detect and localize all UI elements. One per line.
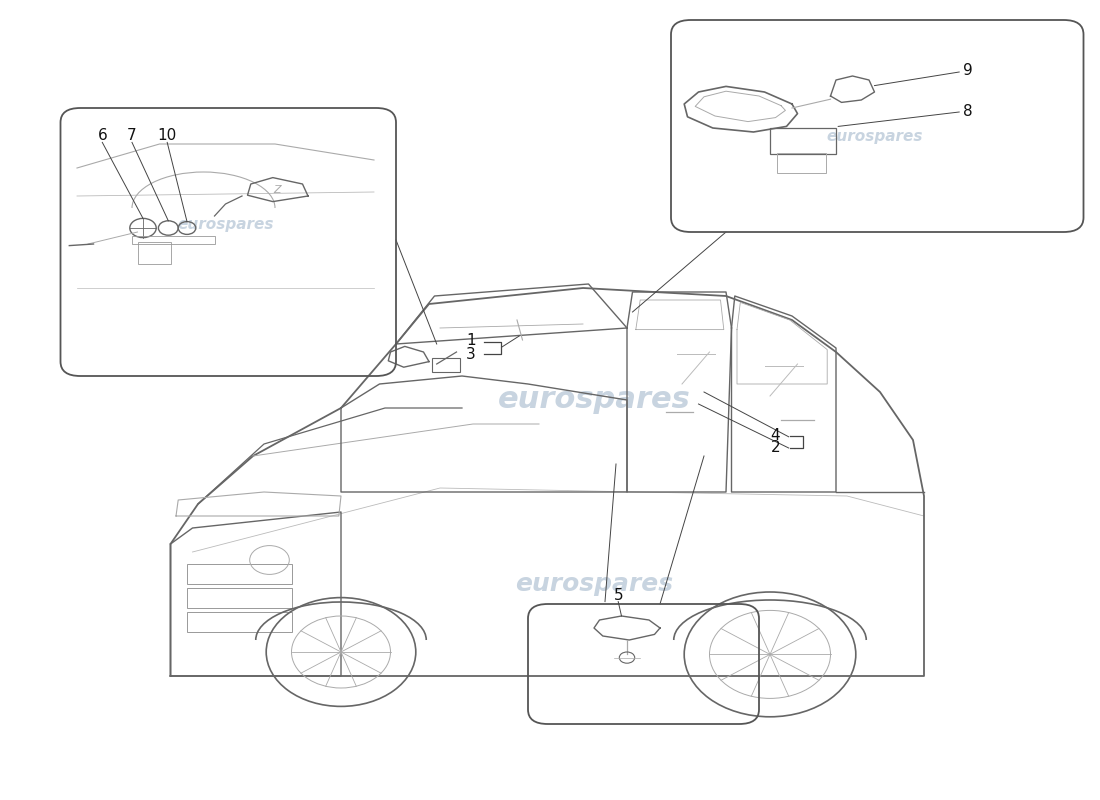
- Text: Z: Z: [274, 185, 280, 194]
- Text: eurospares: eurospares: [826, 129, 923, 143]
- Text: eurospares: eurospares: [177, 217, 274, 231]
- Text: 2: 2: [771, 441, 780, 455]
- Bar: [138, 242, 170, 264]
- Text: 7: 7: [128, 129, 136, 143]
- Bar: [770, 128, 836, 154]
- Text: 3: 3: [466, 347, 475, 362]
- Text: 9: 9: [964, 63, 972, 78]
- Text: eurospares: eurospares: [497, 386, 691, 414]
- Bar: [187, 612, 292, 632]
- Text: 4: 4: [771, 428, 780, 442]
- Bar: [777, 153, 826, 173]
- Bar: [187, 564, 292, 584]
- Text: 10: 10: [157, 129, 177, 143]
- Text: 1: 1: [466, 334, 475, 348]
- Text: 8: 8: [964, 105, 972, 119]
- Text: 6: 6: [98, 129, 107, 143]
- Bar: [132, 236, 214, 244]
- Bar: [187, 588, 292, 608]
- Bar: [432, 358, 460, 372]
- Text: eurospares: eurospares: [515, 572, 673, 596]
- Text: 5: 5: [614, 588, 623, 602]
